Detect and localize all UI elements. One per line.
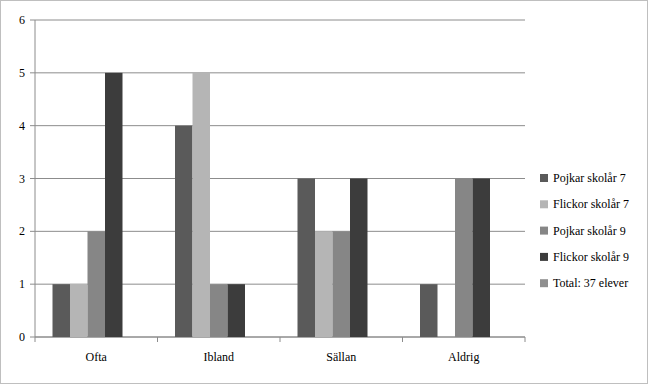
x-tick (525, 337, 526, 342)
y-tick (30, 337, 35, 338)
y-tick-label: 5 (19, 66, 25, 80)
y-tick (30, 231, 35, 232)
chart-border (1, 1, 648, 384)
x-tick (280, 337, 281, 342)
bar (193, 73, 211, 337)
x-tick-label: Aldrig (448, 350, 479, 364)
bar (70, 284, 88, 337)
legend-label: Pojkar skolår 9 (553, 224, 626, 238)
bar (455, 179, 473, 338)
y-tick (30, 72, 35, 73)
legend-swatch (540, 200, 548, 208)
bar (53, 284, 71, 337)
bar (438, 337, 456, 338)
bars (53, 73, 491, 337)
x-tick-label: Sällan (326, 350, 356, 364)
legend-swatch (540, 227, 548, 235)
y-tick-label: 1 (19, 277, 25, 291)
legend-label: Flickor skolår 7 (553, 197, 629, 211)
y-tick (30, 284, 35, 285)
legend-swatch (540, 253, 548, 261)
x-tick-label: Ibland (203, 350, 234, 364)
bar (350, 179, 368, 338)
y-tick-label: 2 (19, 224, 25, 238)
y-tick (30, 125, 35, 126)
bar (210, 284, 228, 337)
bar (315, 231, 333, 337)
chart: 0 1 2 3 4 5 6 Ofta Ibland Sällan Aldrig Pojkar skol… (0, 0, 648, 384)
bar (88, 231, 106, 337)
x-tick (402, 337, 403, 342)
bar (228, 284, 246, 337)
bar (473, 179, 491, 338)
y-tick-label: 3 (19, 172, 25, 186)
y-tick (30, 178, 35, 179)
bar (420, 284, 438, 337)
x-tick-label: Ofta (86, 350, 108, 364)
bar (175, 126, 193, 337)
y-tick-label: 0 (19, 330, 25, 344)
legend-label: Total: 37 elever (553, 276, 628, 290)
x-tick (157, 337, 158, 342)
legend-swatch (540, 279, 548, 287)
bar (105, 73, 123, 337)
y-tick (30, 20, 35, 21)
y-axis (35, 20, 36, 337)
x-tick (35, 337, 36, 342)
y-tick-label: 6 (19, 13, 25, 27)
grid-line (35, 20, 525, 21)
legend-label: Pojkar skolår 7 (553, 171, 626, 185)
y-tick-label: 4 (19, 119, 25, 133)
bar (298, 179, 316, 338)
legend-label: Flickor skolår 9 (553, 250, 629, 264)
legend-swatch (540, 174, 548, 182)
bar (333, 231, 351, 337)
